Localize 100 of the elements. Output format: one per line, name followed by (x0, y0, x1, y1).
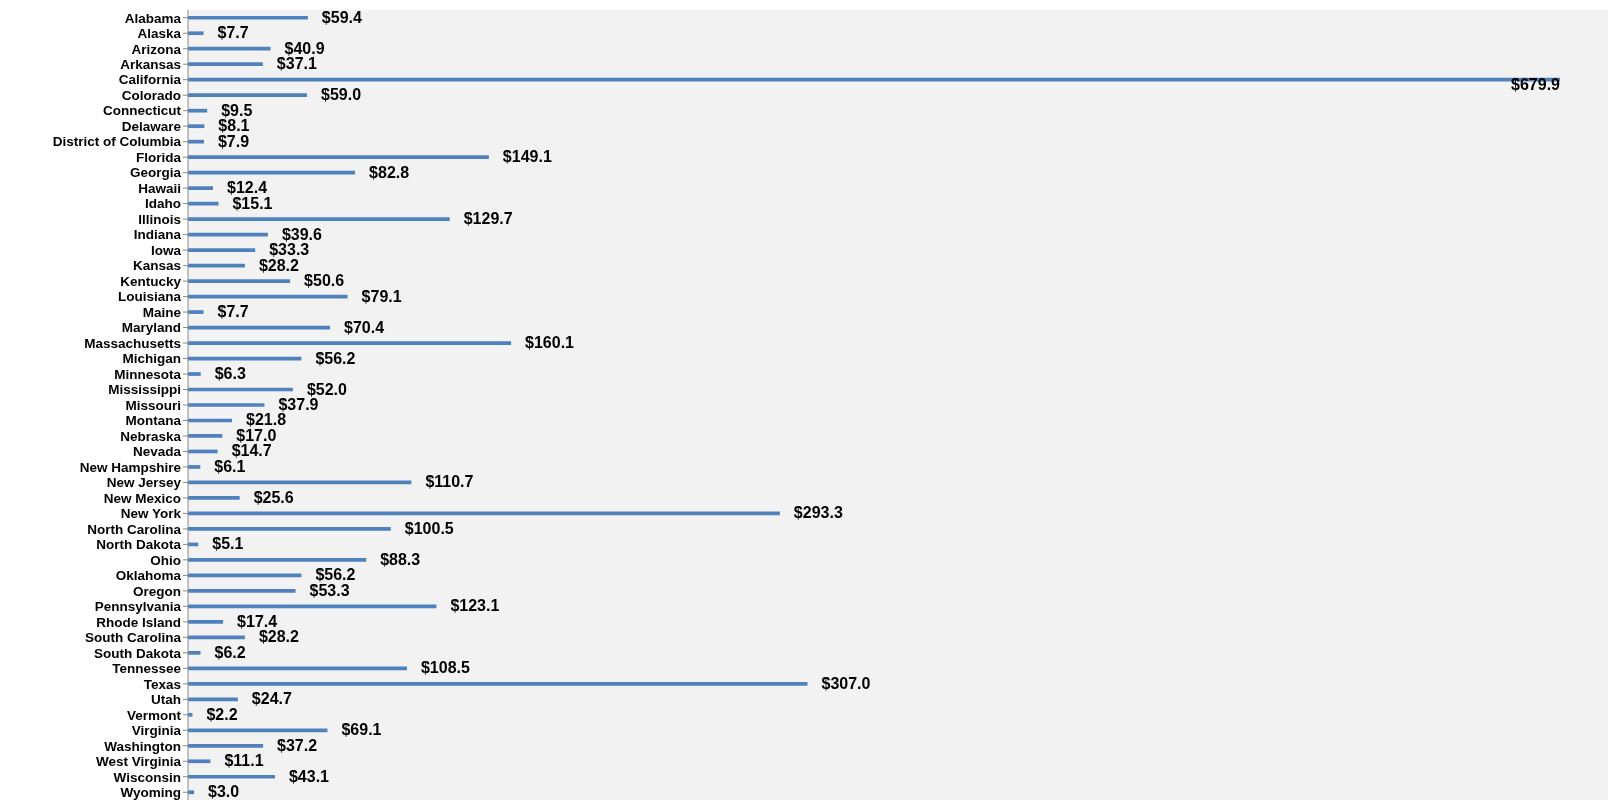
bar (188, 697, 238, 702)
y-tick-label: Rhode Island (96, 614, 181, 630)
y-tick-label: Arizona (131, 41, 182, 57)
data-label: $293.3 (793, 504, 843, 522)
y-tick-label: Alabama (124, 10, 182, 26)
y-tick-label: Texas (143, 676, 181, 692)
y-tick-label: Oklahoma (115, 568, 182, 584)
data-label: $37.1 (276, 55, 318, 73)
data-label: $17.4 (237, 612, 278, 630)
data-label: $108.5 (420, 659, 470, 677)
data-label: $28.2 (258, 628, 300, 646)
bar (188, 465, 201, 469)
y-tick-label: Oregon (132, 583, 181, 599)
y-tick-label: New Jersey (106, 475, 182, 491)
data-label: $21.8 (245, 411, 287, 429)
y-tick-label: Florida (135, 149, 182, 165)
data-label: $88.3 (380, 550, 421, 568)
data-label: $69.1 (341, 721, 382, 739)
y-tick-label: New York (120, 506, 182, 522)
bar (188, 403, 265, 407)
data-label: $149.1 (502, 148, 552, 166)
y-tick-label: Michigan (122, 351, 181, 367)
bar (188, 650, 201, 655)
bar (188, 743, 264, 748)
bar (188, 681, 808, 686)
y-tick-label: Alaska (137, 26, 182, 42)
bar (188, 341, 512, 345)
bar (188, 589, 296, 593)
data-label: $37.2 (277, 736, 318, 754)
bar (188, 635, 245, 640)
y-tick-label: New Mexico (103, 490, 181, 506)
y-tick-label: Delaware (121, 118, 182, 134)
data-label: $6.3 (214, 365, 246, 383)
y-tick-label: Indiana (133, 227, 182, 243)
bar (188, 124, 205, 129)
data-label: $15.1 (232, 194, 273, 212)
y-tick-label: Kansas (132, 258, 181, 274)
data-label: $100.5 (404, 519, 454, 537)
bar (188, 372, 201, 376)
y-tick-label: Tennessee (112, 661, 182, 677)
data-label: $24.7 (251, 690, 292, 708)
bar (188, 728, 328, 733)
data-label: $129.7 (463, 210, 513, 228)
bar (188, 46, 271, 51)
bar (188, 279, 291, 283)
y-tick-label: Wisconsin (113, 769, 181, 785)
bar (188, 170, 356, 175)
bar (188, 527, 391, 531)
y-tick-label: California (118, 72, 182, 88)
data-label: $25.6 (253, 488, 294, 506)
data-label: $3.0 (208, 783, 240, 801)
data-label: $14.7 (231, 442, 272, 460)
data-label: $12.4 (227, 179, 268, 197)
data-label: $43.1 (288, 767, 330, 785)
y-tick-label: Utah (151, 692, 181, 708)
bar (188, 139, 204, 144)
bar (188, 774, 275, 779)
y-tick-label: New Hampshire (79, 459, 182, 475)
y-tick-label: North Dakota (96, 537, 182, 553)
bar (188, 666, 407, 671)
bar (188, 759, 211, 764)
data-label: $39.6 (281, 225, 323, 243)
data-label: $33.3 (269, 241, 310, 259)
y-tick-label: Kentucky (120, 273, 182, 289)
y-tick-label: Washington (104, 738, 181, 754)
y-tick-label: Idaho (145, 196, 181, 212)
y-tick-label: District of Columbia (52, 134, 182, 150)
y-tick-label: Vermont (126, 707, 182, 723)
bar (188, 15, 308, 20)
y-tick-label: Missouri (125, 397, 181, 413)
data-label: $52.0 (306, 380, 348, 398)
data-label: $56.2 (315, 566, 356, 584)
bar (188, 186, 214, 190)
bar (188, 217, 450, 221)
y-tick-label: Illinois (138, 211, 181, 227)
y-tick-label: South Carolina (84, 630, 182, 646)
bar (188, 310, 204, 314)
y-tick-label: Colorado (121, 87, 181, 103)
data-label: $6.1 (214, 457, 246, 475)
y-tick-label: Arkansas (120, 57, 181, 73)
bar (188, 248, 256, 252)
y-tick-label: Wyoming (120, 785, 181, 801)
data-label: $9.5 (221, 101, 253, 119)
y-tick-label: Connecticut (102, 103, 182, 119)
data-label: $123.1 (450, 597, 500, 615)
data-label: $70.4 (344, 318, 385, 336)
y-tick-label: Maryland (121, 320, 181, 336)
data-label: $79.1 (361, 287, 402, 305)
y-tick-label: Pennsylvania (94, 599, 182, 615)
y-tick-label: Mississippi (108, 382, 181, 398)
y-tick-label: Louisiana (117, 289, 182, 305)
bar (188, 155, 489, 160)
data-label: $110.7 (425, 473, 474, 491)
bar (188, 93, 308, 98)
y-tick-label: North Carolina (87, 521, 182, 537)
bar (188, 31, 204, 36)
y-tick-label: Virginia (131, 723, 182, 739)
y-tick-label: Hawaii (138, 180, 181, 196)
y-tick-label: West Virginia (95, 754, 182, 770)
data-label: $37.9 (278, 396, 319, 413)
